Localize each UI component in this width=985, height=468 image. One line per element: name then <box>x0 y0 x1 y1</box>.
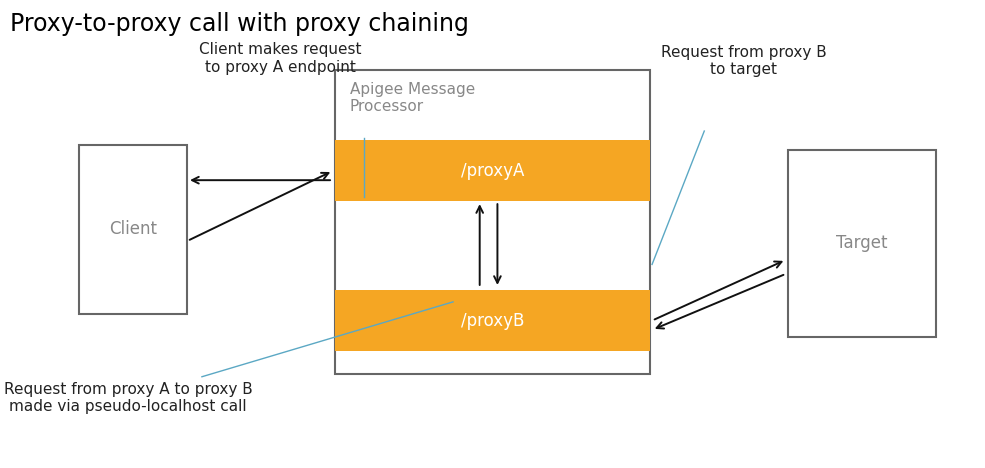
FancyBboxPatch shape <box>335 290 650 351</box>
Text: Proxy-to-proxy call with proxy chaining: Proxy-to-proxy call with proxy chaining <box>10 12 469 36</box>
Text: /proxyA: /proxyA <box>461 162 524 180</box>
Text: Request from proxy A to proxy B
made via pseudo-localhost call: Request from proxy A to proxy B made via… <box>4 382 252 414</box>
FancyBboxPatch shape <box>79 145 187 314</box>
Text: Client makes request
to proxy A endpoint: Client makes request to proxy A endpoint <box>200 43 361 75</box>
FancyBboxPatch shape <box>788 150 936 337</box>
Text: /proxyB: /proxyB <box>461 312 524 329</box>
Text: Client: Client <box>109 220 157 238</box>
FancyBboxPatch shape <box>335 70 650 374</box>
Text: Target: Target <box>836 234 887 252</box>
Text: Request from proxy B
to target: Request from proxy B to target <box>661 45 826 77</box>
Text: Apigee Message
Processor: Apigee Message Processor <box>350 82 475 114</box>
FancyBboxPatch shape <box>335 140 650 201</box>
